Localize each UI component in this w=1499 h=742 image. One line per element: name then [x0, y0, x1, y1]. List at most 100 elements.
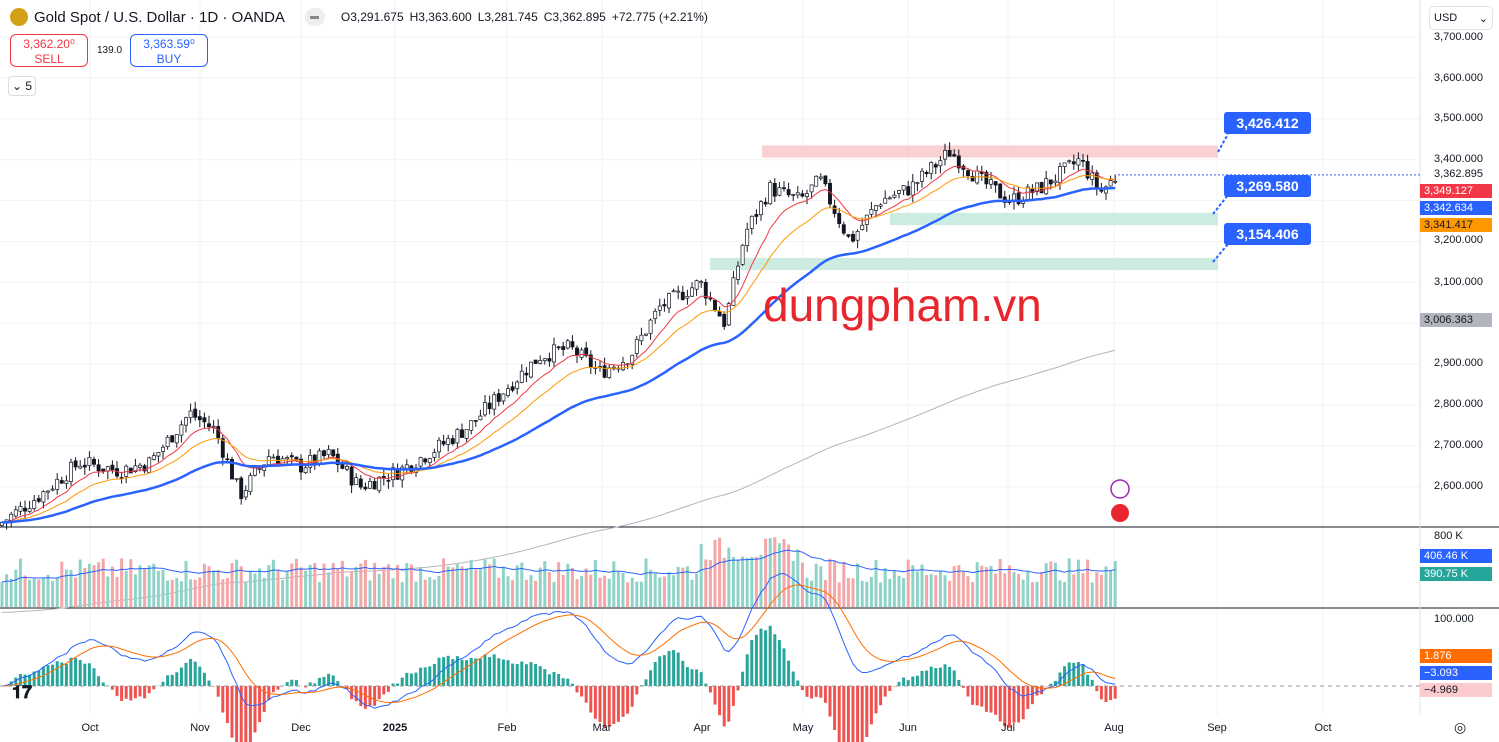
volume-bar [690, 579, 694, 607]
ma-gray-label: 3,006.363 [1420, 313, 1492, 327]
histogram-bar [216, 686, 220, 697]
histogram-bar [1063, 666, 1067, 686]
price-tick: 2,700.000 [1434, 439, 1483, 451]
volume-bar [538, 567, 542, 607]
volume-bar [722, 557, 726, 607]
volume-bar [37, 579, 41, 607]
volume-bar [727, 547, 731, 607]
histogram-bar [754, 634, 758, 686]
candle-body [96, 464, 101, 472]
volume-bar [363, 559, 367, 607]
buy-button[interactable]: 3,363.59⁰ BUY [130, 34, 208, 67]
candle-body [230, 459, 234, 480]
histogram-bar [952, 670, 956, 686]
volume-tick: 800 K [1434, 530, 1463, 542]
volume-bar [1081, 573, 1085, 607]
histogram-bar [354, 686, 358, 702]
volume-bar [846, 578, 850, 607]
candle-body [377, 476, 382, 492]
symbol-title[interactable]: Gold Spot / U.S. Dollar · 1D · OANDA [34, 8, 285, 26]
candle-body [621, 362, 625, 371]
volume-bar [644, 558, 648, 607]
volume-bar [46, 574, 50, 607]
volume-bar [460, 566, 464, 607]
candle-body [947, 150, 952, 157]
volume-bar [501, 566, 505, 607]
volume-bar [649, 569, 653, 607]
volume-bar [143, 568, 147, 607]
candle-body [970, 176, 975, 182]
macd-line [1, 573, 1116, 709]
histogram-bar [1026, 686, 1030, 710]
volume-bar [78, 559, 82, 607]
sell-button[interactable]: 3,362.20⁰ SELL [10, 34, 88, 67]
volume-bar [754, 556, 758, 607]
zone-label-resistance[interactable]: 3,426.412 [1224, 112, 1311, 134]
histogram-bar [800, 686, 804, 691]
volume-bar [97, 562, 101, 607]
histogram-bar [133, 686, 137, 699]
histogram-bar [474, 658, 478, 686]
volume-bar [685, 566, 689, 607]
histogram-bar [138, 686, 142, 697]
time-tick: 2025 [382, 722, 408, 734]
histogram-bar [961, 686, 965, 688]
histogram-bar [501, 659, 505, 686]
collapse-icon[interactable] [304, 8, 325, 26]
volume-bar [129, 559, 133, 607]
volume-bar [934, 575, 938, 607]
candle-body [671, 290, 676, 293]
candle-body [538, 360, 543, 364]
zone-label-support1[interactable]: 3,269.580 [1224, 175, 1311, 197]
volume-bar [842, 562, 846, 607]
volume-bar [133, 574, 137, 607]
candle-body [602, 365, 607, 378]
volume-bar [336, 569, 340, 607]
histogram-bar [708, 686, 712, 693]
zone-label-support2[interactable]: 3,154.406 [1224, 223, 1311, 245]
candle-body [82, 464, 87, 468]
ohlc-change: +72.775 (+2.21%) [611, 10, 708, 24]
histogram-bar [943, 664, 947, 686]
settings-eye-icon[interactable]: ◎ [1454, 719, 1467, 735]
histogram-bar [497, 658, 501, 686]
volume-bar [833, 561, 837, 607]
candle-body [749, 215, 754, 229]
volume-bar [152, 563, 156, 607]
candle-body [510, 386, 515, 391]
candle-body [161, 446, 165, 452]
volume-bar [1035, 581, 1039, 607]
volume-bar [18, 558, 22, 607]
candle-body [892, 194, 897, 198]
histogram-bar [561, 678, 565, 686]
candle-body [464, 429, 469, 439]
osc-label-3: −4.969 [1420, 683, 1492, 697]
candle-body [87, 456, 92, 466]
currency-select[interactable]: USD ⌄ [1429, 6, 1493, 30]
volume-bar [161, 569, 165, 607]
histogram-bar [294, 679, 298, 686]
histogram-bar [566, 678, 570, 686]
volume-bar [23, 575, 27, 607]
histogram-bar [699, 672, 703, 686]
candle-body [1035, 182, 1039, 192]
histogram-bar [1035, 686, 1039, 696]
histogram-bar [304, 686, 308, 688]
candle-body [524, 372, 529, 376]
volume-bar [405, 563, 409, 607]
histogram-bar [46, 665, 50, 686]
volume-bar [74, 577, 78, 607]
candle-body [1113, 180, 1118, 183]
volume-bar [626, 582, 630, 607]
currency-value: USD [1434, 12, 1458, 24]
volume-bar [699, 543, 703, 607]
ma-blue-line [1, 186, 1116, 524]
candle-body [220, 438, 225, 458]
volume-bar [32, 578, 36, 607]
volume-bar [368, 580, 372, 607]
histogram-bar [883, 686, 887, 697]
indicators-toggle[interactable]: ⌄ 5 [8, 76, 36, 96]
histogram-bar [1021, 686, 1025, 720]
candle-body [777, 187, 782, 196]
